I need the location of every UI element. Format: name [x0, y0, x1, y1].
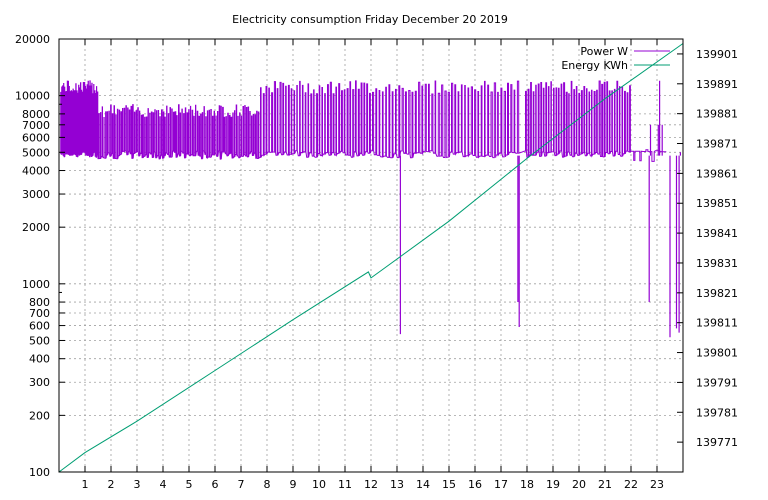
x-tick-label: 16	[468, 478, 482, 491]
chart-title: Electricity consumption Friday December …	[232, 13, 508, 26]
y2-tick-label: 139881	[696, 108, 738, 121]
x-tick-label: 10	[312, 478, 326, 491]
x-tick-label: 4	[160, 478, 167, 491]
y-tick-label: 10000	[15, 90, 50, 103]
y-tick-label: 20000	[15, 33, 50, 46]
y2-tick-label: 139901	[696, 48, 738, 61]
y-tick-label: 4000	[22, 165, 50, 178]
y2-tick-label: 139891	[696, 78, 738, 91]
y-tick-label: 300	[29, 376, 50, 389]
y2-tick-label: 139771	[696, 436, 738, 449]
y2-tick-label: 139851	[696, 197, 738, 210]
y2-tick-label: 139821	[696, 287, 738, 300]
y-tick-label: 7000	[22, 119, 50, 132]
y-tick-label: 8000	[22, 108, 50, 121]
y2-tick-label: 139831	[696, 257, 738, 270]
x-tick-label: 5	[186, 478, 193, 491]
x-tick-label: 9	[290, 478, 297, 491]
y2-tick-label: 139871	[696, 138, 738, 151]
x-tick-label: 14	[416, 478, 430, 491]
legend-label-power: Power W	[580, 45, 628, 58]
y-tick-label: 6000	[22, 131, 50, 144]
x-tick-label: 6	[212, 478, 219, 491]
x-tick-label: 19	[546, 478, 560, 491]
x-tick-label: 2	[108, 478, 115, 491]
y-tick-label: 100	[29, 466, 50, 479]
x-tick-label: 11	[338, 478, 352, 491]
y-tick-label: 200	[29, 409, 50, 422]
axis-layer: 1 2 3 4 5 6 7 8 9 10 11 12 13 14 15 16 17 18 19 20 21 22 23100…	[15, 33, 738, 491]
y2-tick-label: 139841	[696, 227, 738, 240]
y-tick-label: 700	[29, 307, 50, 320]
y-tick-label: 3000	[22, 188, 50, 201]
y-tick-label: 2000	[22, 221, 50, 234]
legend-label-energy: Energy KWh	[561, 59, 628, 72]
x-tick-label: 23	[650, 478, 664, 491]
x-tick-label: 12	[364, 478, 378, 491]
x-tick-label: 20	[572, 478, 586, 491]
x-tick-label: 1	[82, 478, 89, 491]
x-tick-label: 22	[624, 478, 638, 491]
y-tick-label: 400	[29, 353, 50, 366]
x-tick-label: 7	[238, 478, 245, 491]
x-tick-label: 13	[390, 478, 404, 491]
y-tick-label: 600	[29, 320, 50, 333]
x-tick-label: 15	[442, 478, 456, 491]
energy-series-line	[58, 43, 684, 473]
y2-tick-label: 139781	[696, 406, 738, 419]
y2-tick-label: 139811	[696, 317, 738, 330]
y2-tick-label: 139791	[696, 376, 738, 389]
x-tick-label: 18	[520, 478, 534, 491]
y2-tick-label: 139801	[696, 347, 738, 360]
x-tick-label: 8	[264, 478, 271, 491]
series-layer	[58, 43, 684, 473]
y2-tick-label: 139861	[696, 167, 738, 180]
y-tick-label: 800	[29, 296, 50, 309]
y-tick-label: 1000	[22, 278, 50, 291]
y-tick-label: 500	[29, 334, 50, 347]
y-tick-label: 5000	[22, 146, 50, 159]
x-tick-label: 17	[494, 478, 508, 491]
legend: Power W Energy KWh	[561, 45, 670, 72]
x-tick-label: 21	[598, 478, 612, 491]
x-tick-label: 3	[134, 478, 141, 491]
